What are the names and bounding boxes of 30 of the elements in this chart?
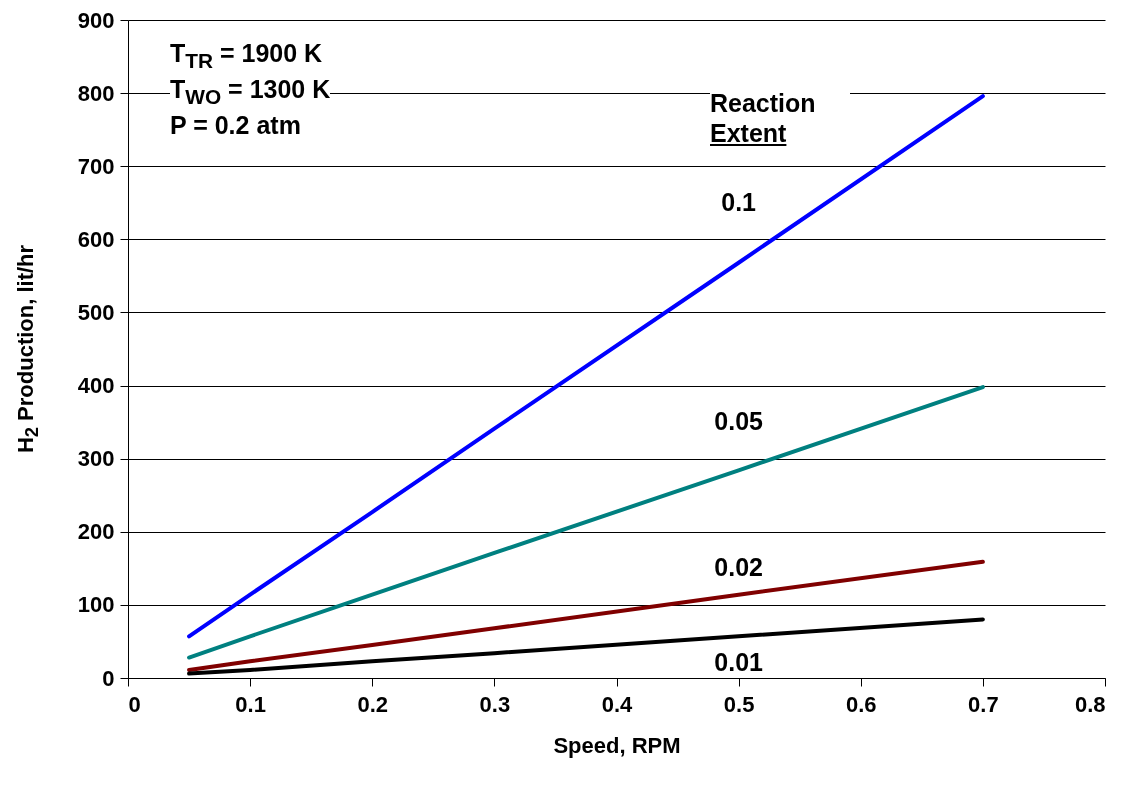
x-tick-label: 0.7: [968, 691, 999, 717]
x-tick-label: 0.4: [601, 691, 634, 717]
annotation: T$_{TR}$ = 1900 K: [170, 38, 323, 76]
line-series: [187, 617, 985, 676]
series-label: 0.01: [714, 648, 764, 677]
line-series: [187, 559, 985, 672]
y-tick-label: 200: [77, 519, 115, 545]
x-tick-label: 0.8: [1074, 691, 1106, 717]
annotation: P = 0.2 atm: [170, 110, 301, 140]
x-tick-label: 0.6: [845, 691, 877, 717]
x-tick-label: 0: [128, 691, 141, 717]
y-tick-label: 100: [77, 592, 115, 618]
y-tick-label: 0: [102, 665, 115, 691]
y-tick-label: 300: [77, 446, 115, 472]
y-tick-label: 500: [77, 299, 115, 325]
series-label: 0.1: [721, 187, 757, 216]
y-tick-label: 400: [77, 373, 115, 399]
x-axis-title: Speed, RPM: [553, 732, 681, 758]
x-tick-label: 0.1: [235, 691, 266, 717]
y-tick-label: 700: [77, 153, 115, 179]
annotation: T$_{WO}$ = 1300 K: [170, 74, 331, 112]
series-label: 0.02: [714, 553, 763, 582]
annotation: Reaction Extent: [710, 88, 850, 148]
x-tick-label: 0.3: [479, 691, 511, 717]
y-tick-label: 900: [77, 7, 115, 33]
x-tick-label: 0.2: [357, 691, 389, 717]
series-label: 0.05: [714, 407, 764, 436]
x-tick-label: 0.5: [723, 691, 755, 717]
y-tick-label: 800: [77, 80, 115, 106]
y-tick-label: 600: [77, 226, 115, 252]
